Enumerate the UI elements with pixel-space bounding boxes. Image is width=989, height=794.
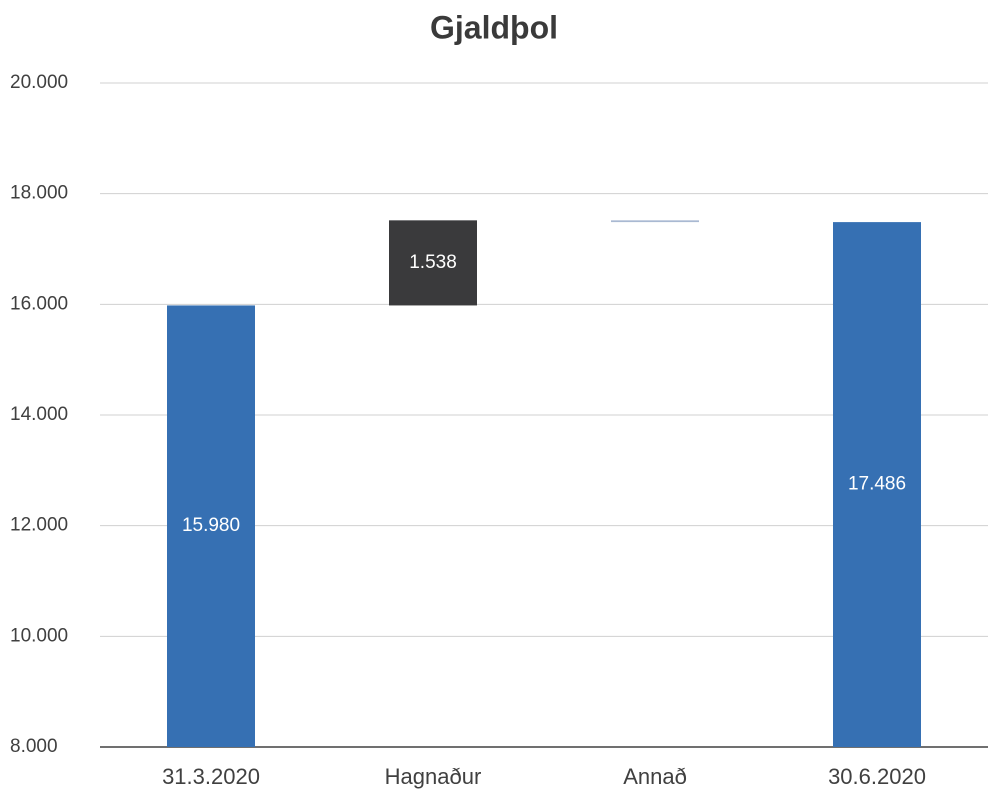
y-tick-label: 20.000 (10, 72, 68, 93)
bar (167, 305, 255, 747)
data-label: 17.486 (848, 474, 906, 495)
x-tick-label: Hagnaður (385, 764, 482, 789)
y-tick-label: 18.000 (10, 183, 68, 204)
y-tick-label: 12.000 (10, 515, 68, 536)
bar (611, 220, 699, 223)
chart-title: Gjaldþol (430, 9, 558, 45)
x-tick-label: 30.6.2020 (828, 764, 926, 789)
data-label: 15.980 (182, 515, 240, 536)
y-tick-label: 16.000 (10, 293, 68, 314)
y-tick-label: 14.000 (10, 404, 68, 425)
data-label: 1.538 (409, 252, 457, 273)
y-tick-label: 10.000 (10, 625, 68, 646)
bar (389, 220, 477, 306)
x-tick-label: 31.3.2020 (162, 764, 260, 789)
y-tick-label: 8.000 (10, 736, 58, 757)
x-tick-label: Annað (623, 764, 687, 789)
bar (833, 222, 921, 747)
